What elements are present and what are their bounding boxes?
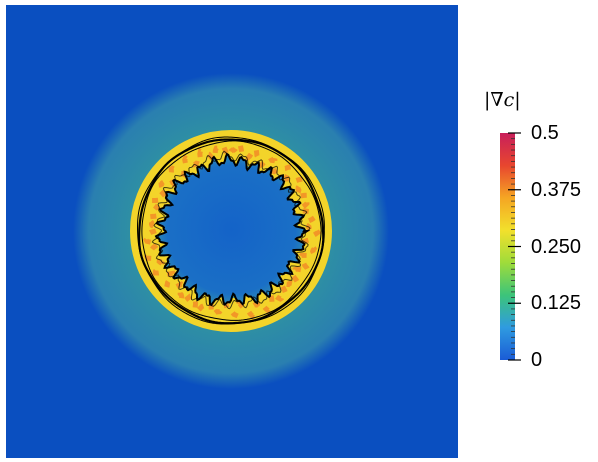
outer-contour (141, 140, 322, 321)
colorbar-tick-label: 0.250 (531, 235, 582, 258)
colorbar-tick-label: 0 (531, 349, 543, 371)
inner-secondary-contour (151, 150, 311, 310)
colorbar-tick-label: 0.125 (531, 292, 582, 315)
colorbar-tick-label: 0.375 (531, 178, 582, 201)
inner-core-contour (154, 152, 311, 307)
colorbar-tick-label: 0.5 (531, 122, 559, 144)
ring-band (130, 130, 332, 332)
interface-ring (130, 130, 332, 332)
ring-peak-region (143, 140, 322, 320)
colorbar (500, 132, 521, 361)
colorbar-title: |∇c| (484, 89, 521, 111)
outer-contour (137, 136, 325, 325)
outer-contour (138, 138, 325, 325)
